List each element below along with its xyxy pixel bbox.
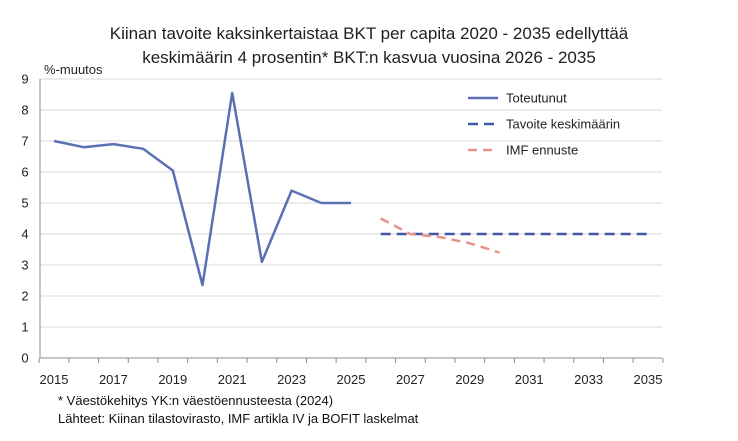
x-tick-label-2023: 2023: [277, 372, 306, 387]
y-tick-label-3: 3: [21, 258, 28, 273]
x-tick-label-2029: 2029: [455, 372, 484, 387]
y-tick-label-0: 0: [21, 351, 28, 366]
y-tick-label-9: 9: [21, 72, 28, 87]
chart-title-line-1: Kiinan tavoite kaksinkertaistaa BKT per …: [109, 24, 629, 43]
x-tick-label-2017: 2017: [99, 372, 128, 387]
series-line-imf-ennuste: [380, 217, 500, 254]
chart-title: Kiinan tavoite kaksinkertaistaa BKT per …: [0, 22, 738, 70]
y-tick-label-4: 4: [21, 227, 28, 242]
x-tick-label-2035: 2035: [634, 372, 663, 387]
x-tick-label-2033: 2033: [574, 372, 603, 387]
x-tick-label-2021: 2021: [218, 372, 247, 387]
x-tick-label-2027: 2027: [396, 372, 425, 387]
y-tick-label-5: 5: [21, 196, 28, 211]
y-tick-label-2: 2: [21, 289, 28, 304]
footnote: * Väestökehitys YK:n väestöennusteesta (…: [58, 393, 334, 408]
y-tick-label-7: 7: [21, 134, 28, 149]
legend-label-3: IMF ennuste: [506, 143, 578, 158]
x-tick-label-2025: 2025: [337, 372, 366, 387]
chart-title-line-2: keskimäärin 4 prosentin* BKT:n kasvua vu…: [142, 48, 596, 67]
series-line-toteutunut: [53, 91, 351, 287]
legend-label-2: Tavoite keskimäärin: [506, 117, 620, 132]
x-tick-label-2019: 2019: [158, 372, 187, 387]
y-axis-label: %-muutos: [44, 62, 103, 77]
y-tick-label-6: 6: [21, 165, 28, 180]
y-tick-label-1: 1: [21, 320, 28, 335]
x-tick-label-2015: 2015: [40, 372, 69, 387]
y-tick-label-8: 8: [21, 103, 28, 118]
x-tick-label-2031: 2031: [515, 372, 544, 387]
chart-notes: * Väestökehitys YK:n väestöennusteesta (…: [58, 392, 418, 428]
legend-label-1: Toteutunut: [506, 91, 567, 106]
sources-note: Lähteet: Kiinan tilastovirasto, IMF arti…: [58, 411, 419, 426]
